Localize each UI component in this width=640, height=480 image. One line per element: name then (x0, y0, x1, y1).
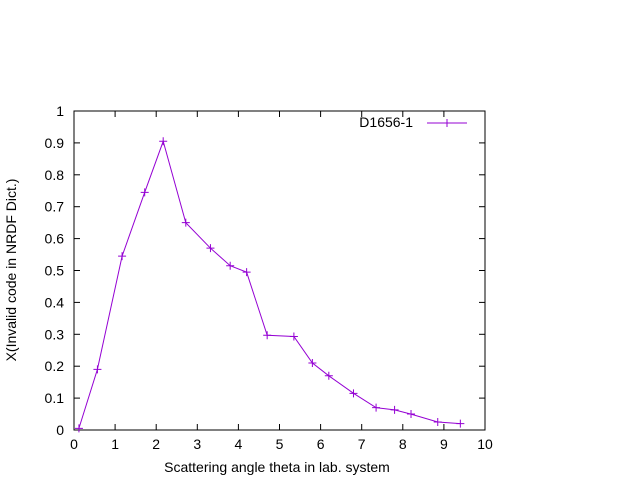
y-tick-label: 1 (56, 103, 64, 119)
x-tick-label: 7 (358, 436, 366, 452)
data-point-marker (324, 371, 333, 380)
y-tick-label: 0.1 (45, 390, 65, 406)
data-point-marker (74, 424, 83, 433)
data-point-marker (289, 332, 298, 341)
x-tick-label: 5 (276, 436, 284, 452)
data-point-marker (263, 331, 272, 340)
data-point-marker (349, 389, 358, 398)
x-tick-label: 8 (399, 436, 407, 452)
plot-area-frame (73, 110, 486, 431)
x-tick-label: 6 (317, 436, 325, 452)
y-tick-label: 0.5 (45, 263, 65, 279)
x-tick-label: 9 (440, 436, 448, 452)
data-point-marker (93, 365, 102, 374)
y-tick-label: 0.2 (45, 358, 65, 374)
data-point-marker (407, 410, 416, 419)
data-point-marker (118, 252, 127, 261)
legend-marker-sample (443, 119, 451, 127)
axis-tick-labels: 0 1 2 3 4 5 6 7 8 9 10 0 0.1 0.2 0.3 0.4 0.5 0.6 0.7 0.8 0.9… (45, 103, 493, 452)
data-point-marker (159, 137, 168, 146)
data-point-marker (433, 418, 442, 427)
legend-label: D1656-1 (359, 114, 413, 130)
data-point-marker (206, 244, 215, 253)
y-tick-label: 0 (56, 422, 64, 438)
data-point-marker (226, 261, 235, 270)
data-point-marker (140, 188, 149, 197)
series-layer (74, 137, 465, 433)
legend: D1656-1 (359, 114, 467, 130)
y-tick-label: 0.8 (45, 167, 65, 183)
y-tick-label: 0.4 (45, 294, 65, 310)
x-tick-label: 3 (193, 436, 201, 452)
data-point-marker (456, 419, 465, 428)
data-point-marker (308, 359, 317, 368)
y-tick-label: 0.6 (45, 231, 65, 247)
series-line (78, 139, 461, 429)
axis-ticks (73, 110, 486, 431)
data-point-marker (181, 218, 190, 227)
x-tick-label: 0 (70, 436, 78, 452)
x-tick-label: 4 (235, 436, 243, 452)
data-point-marker (242, 268, 251, 277)
x-tick-label: 2 (152, 436, 160, 452)
y-tick-label: 0.3 (45, 326, 65, 342)
y-axis-title: X(Invalid code in NRDF Dict.) (3, 179, 19, 362)
y-tick-label: 0.7 (45, 199, 65, 215)
x-tick-label: 1 (111, 436, 119, 452)
y-tick-label: 0.9 (45, 135, 65, 151)
data-point-marker (390, 405, 399, 414)
x-axis-title: Scattering angle theta in lab. system (164, 459, 390, 475)
x-tick-label: 10 (477, 436, 493, 452)
data-point-marker (372, 403, 381, 412)
